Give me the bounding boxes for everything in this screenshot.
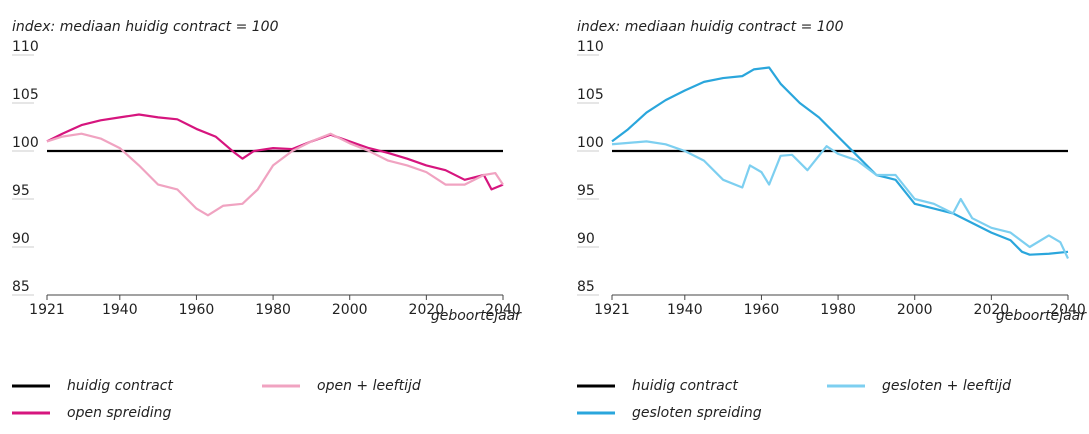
x-tick-label: 2000 <box>332 302 368 318</box>
x-tick-label: 1940 <box>667 302 703 318</box>
x-tick-label: 2040 <box>1050 302 1086 318</box>
x-tick-label: 1921 <box>594 302 630 318</box>
legend-label: open spreiding <box>67 405 171 421</box>
x-tick-label: 2000 <box>897 302 933 318</box>
y-axis-label: index: mediaan huidig contract = 100 <box>577 19 844 35</box>
y-tick-label: 110 <box>577 39 604 55</box>
y-tick-label: 95 <box>12 183 30 199</box>
series-line <box>46 113 504 191</box>
x-tick-label: 2040 <box>485 302 521 318</box>
y-tick-label: 100 <box>577 135 604 151</box>
y-tick-label: 105 <box>12 87 39 103</box>
legend-label: gesloten spreiding <box>632 405 762 421</box>
series-line <box>46 132 504 217</box>
legend-label: huidig contract <box>632 378 738 394</box>
legend-label: huidig contract <box>67 378 173 394</box>
x-tick-label: 2020 <box>409 302 445 318</box>
x-axis-label: geboortejaar <box>996 308 1087 324</box>
y-tick-label: 105 <box>577 87 604 103</box>
x-tick-label: 2020 <box>974 302 1010 318</box>
x-tick-label: 1960 <box>179 302 215 318</box>
y-tick-label: 90 <box>12 231 30 247</box>
x-tick-label: 1960 <box>744 302 780 318</box>
series-line <box>611 66 1069 256</box>
x-tick-label: 1980 <box>820 302 856 318</box>
y-tick-label: 110 <box>12 39 39 55</box>
x-tick-label: 1980 <box>255 302 291 318</box>
y-tick-label: 85 <box>577 279 595 295</box>
y-tick-label: 95 <box>577 183 595 199</box>
y-tick-label: 85 <box>12 279 30 295</box>
x-tick-label: 1940 <box>102 302 138 318</box>
y-tick-label: 100 <box>12 135 39 151</box>
x-tick-label: 1921 <box>29 302 65 318</box>
x-axis-label: geboortejaar <box>431 308 522 324</box>
series-line <box>611 140 1069 259</box>
legend-label: open + leeftijd <box>317 378 421 394</box>
y-axis-label: index: mediaan huidig contract = 100 <box>12 19 279 35</box>
legend-label: gesloten + leeftijd <box>882 378 1011 394</box>
y-tick-label: 90 <box>577 231 595 247</box>
